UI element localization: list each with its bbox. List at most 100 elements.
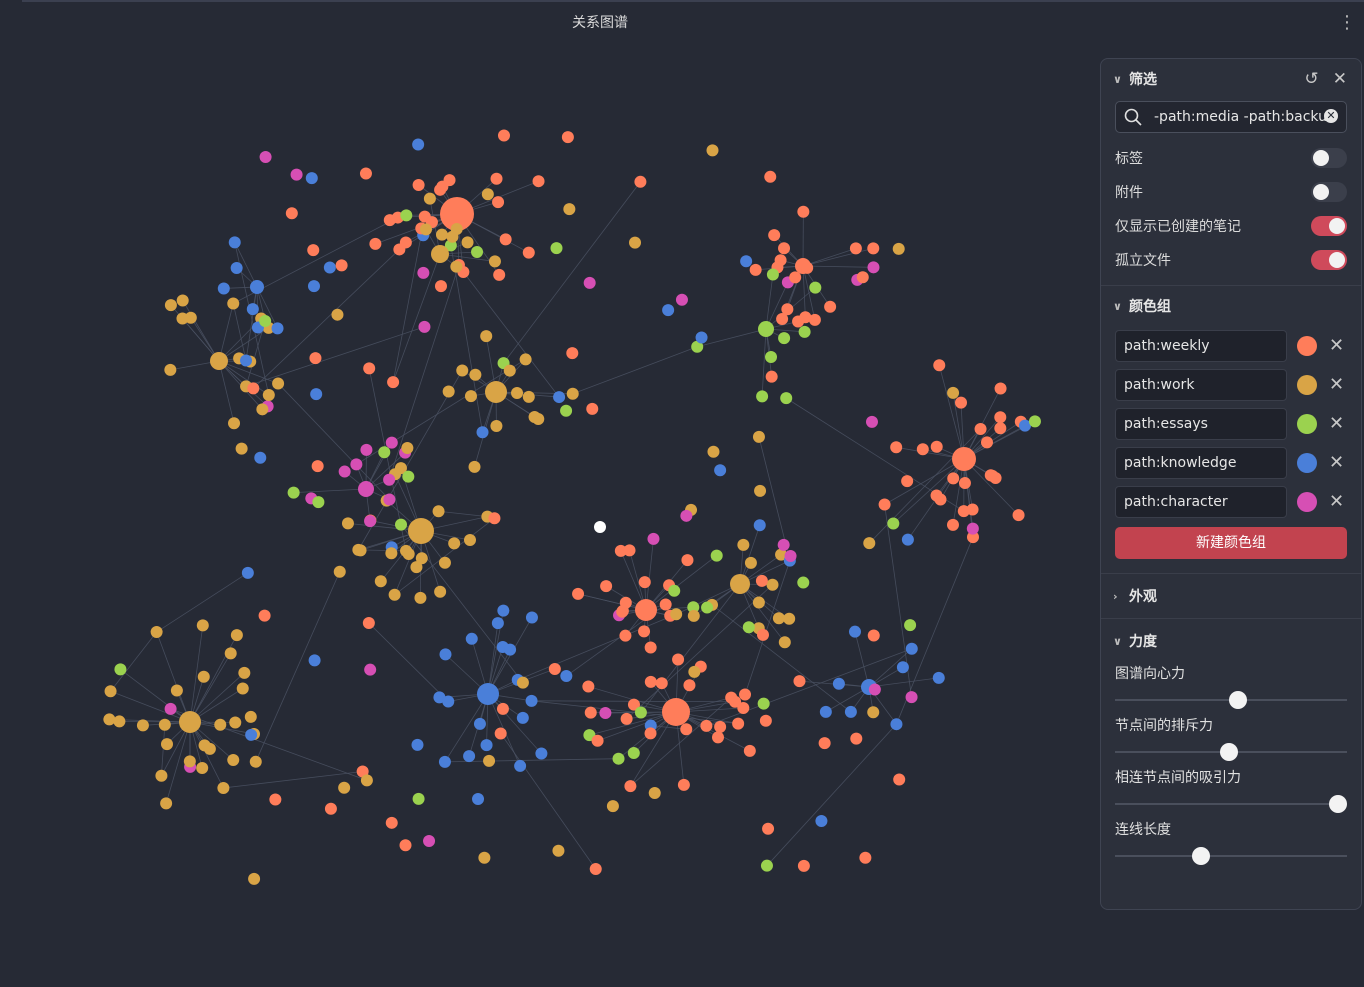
- slider-thumb[interactable]: [1191, 847, 1210, 865]
- graph-node-character[interactable]: [358, 481, 374, 497]
- graph-node-work[interactable]: [341, 517, 354, 530]
- graph-node-work[interactable]: [648, 787, 661, 800]
- graph-node-knowledge[interactable]: [411, 738, 424, 751]
- filter-section-header[interactable]: ∨ 筛选: [1101, 59, 1361, 99]
- graph-node-knowledge[interactable]: [514, 759, 527, 772]
- graph-node-work[interactable]: [196, 619, 209, 632]
- color-groups-header[interactable]: ∨ 颜色组: [1101, 286, 1361, 326]
- graph-node-weekly[interactable]: [387, 376, 400, 389]
- graph-node-work[interactable]: [947, 386, 960, 399]
- graph-node-essays[interactable]: [710, 549, 723, 562]
- slider-thumb[interactable]: [1228, 691, 1247, 709]
- graph-node-work[interactable]: [262, 388, 275, 401]
- graph-node-work[interactable]: [461, 236, 474, 249]
- graph-node-work[interactable]: [670, 608, 683, 621]
- graph-node-weekly[interactable]: [739, 688, 752, 701]
- graph-node-character[interactable]: [777, 538, 790, 551]
- graph-node-character[interactable]: [417, 266, 430, 279]
- graph-node-knowledge[interactable]: [740, 255, 753, 268]
- graph-node-weekly[interactable]: [369, 237, 382, 250]
- graph-node-knowledge[interactable]: [714, 464, 727, 477]
- graph-node-weekly[interactable]: [946, 518, 959, 531]
- graph-node-work[interactable]: [867, 706, 880, 719]
- graph-node-work[interactable]: [522, 390, 535, 403]
- slider-thumb[interactable]: [1328, 795, 1347, 813]
- graph-node-weekly[interactable]: [614, 544, 627, 557]
- remove-color-group-icon[interactable]: ✕: [1329, 413, 1345, 434]
- remove-color-group-icon[interactable]: ✕: [1329, 374, 1345, 395]
- graph-node-essays[interactable]: [691, 340, 704, 353]
- remove-color-group-icon[interactable]: ✕: [1329, 335, 1345, 356]
- graph-node-weekly[interactable]: [624, 780, 637, 793]
- graph-node-work[interactable]: [164, 363, 177, 376]
- graph-node-weekly[interactable]: [901, 475, 914, 488]
- graph-node-knowledge[interactable]: [439, 648, 452, 661]
- new-color-group-button[interactable]: 新建颜色组: [1115, 527, 1347, 559]
- graph-node-weekly[interactable]: [681, 554, 694, 567]
- graph-node-work[interactable]: [783, 612, 796, 625]
- graph-node-weekly[interactable]: [776, 312, 789, 325]
- graph-node-work[interactable]: [706, 144, 719, 157]
- graph-node-essays[interactable]: [471, 246, 484, 259]
- graph-node-character[interactable]: [868, 683, 881, 696]
- graph-node-character[interactable]: [680, 509, 693, 522]
- graph-node-work[interactable]: [463, 534, 476, 547]
- color-swatch[interactable]: [1297, 452, 1317, 473]
- graph-node-knowledge[interactable]: [305, 172, 318, 185]
- graph-node-weekly[interactable]: [980, 436, 993, 449]
- search-input[interactable]: [1152, 108, 1328, 126]
- graph-node-work[interactable]: [408, 518, 434, 544]
- graph-node-weekly[interactable]: [793, 675, 806, 688]
- graph-node-work[interactable]: [442, 385, 455, 398]
- attachments-toggle[interactable]: [1311, 182, 1347, 202]
- graph-node-work[interactable]: [480, 330, 493, 343]
- graph-node-knowledge[interactable]: [932, 671, 945, 684]
- graph-node-essays[interactable]: [797, 576, 810, 589]
- graph-node-weekly[interactable]: [572, 587, 585, 600]
- graph-node-work[interactable]: [176, 294, 189, 307]
- graph-node-weekly[interactable]: [385, 816, 398, 829]
- color-group-query-input[interactable]: [1115, 368, 1287, 401]
- graph-node-weekly[interactable]: [566, 347, 579, 360]
- graph-node-weekly[interactable]: [768, 229, 781, 242]
- graph-node-work[interactable]: [730, 574, 750, 594]
- graph-node-work[interactable]: [249, 755, 262, 768]
- graph-node-work[interactable]: [179, 711, 201, 733]
- graph-node-character[interactable]: [385, 436, 398, 449]
- graph-node-weekly[interactable]: [732, 717, 745, 730]
- graph-node-knowledge[interactable]: [525, 694, 538, 707]
- graph-node-knowledge[interactable]: [246, 303, 259, 316]
- link-force-slider[interactable]: [1115, 791, 1347, 817]
- graph-node-weekly[interactable]: [359, 167, 372, 180]
- graph-node-work[interactable]: [183, 755, 196, 768]
- graph-node-knowledge[interactable]: [832, 677, 845, 690]
- graph-node-essays[interactable]: [634, 706, 647, 719]
- center-force-slider[interactable]: [1115, 687, 1347, 713]
- graph-node-weekly[interactable]: [393, 243, 406, 256]
- graph-node-work[interactable]: [230, 629, 243, 642]
- graph-node-knowledge[interactable]: [905, 642, 918, 655]
- graph-node-weekly[interactable]: [638, 576, 651, 589]
- graph-node-weekly[interactable]: [492, 196, 505, 209]
- graph-node-weekly[interactable]: [600, 580, 613, 593]
- graph-node-knowledge[interactable]: [217, 282, 230, 295]
- graph-node-essays[interactable]: [612, 752, 625, 765]
- graph-node-weekly[interactable]: [307, 244, 320, 257]
- graph-node-knowledge[interactable]: [695, 331, 708, 344]
- existing-only-toggle[interactable]: [1311, 216, 1347, 236]
- graph-node-knowledge[interactable]: [753, 519, 766, 532]
- graph-node-work[interactable]: [552, 844, 565, 857]
- graph-node-knowledge[interactable]: [442, 695, 455, 708]
- graph-node-weekly[interactable]: [994, 382, 1007, 395]
- graph-node-work[interactable]: [238, 666, 251, 679]
- graph-node-work[interactable]: [224, 647, 237, 660]
- graph-node-work[interactable]: [150, 626, 163, 639]
- graph-node-weekly[interactable]: [499, 233, 512, 246]
- graph-node-weekly[interactable]: [765, 370, 778, 383]
- graph-node-work[interactable]: [415, 552, 428, 565]
- graph-node-weekly[interactable]: [586, 402, 599, 415]
- graph-node-essays[interactable]: [687, 601, 700, 614]
- graph-node-weekly[interactable]: [778, 242, 791, 255]
- graph-node-work[interactable]: [707, 445, 720, 458]
- graph-node-knowledge[interactable]: [815, 814, 828, 827]
